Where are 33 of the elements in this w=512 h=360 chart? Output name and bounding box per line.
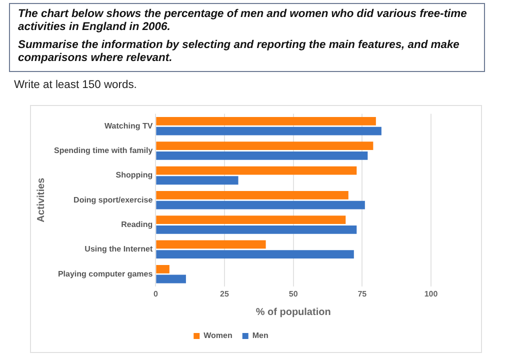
x-tick-label: 0 <box>153 289 158 298</box>
y-tick-label: Watching TV <box>104 121 154 130</box>
y-tick-label: Playing computer games <box>58 269 154 278</box>
bar <box>156 264 170 274</box>
bar <box>156 274 186 284</box>
bar <box>156 240 266 249</box>
chart-title: The chart below shows the percentage of men and women who did various free-time activities in England in 2006. <box>18 8 468 34</box>
bar <box>156 216 346 224</box>
text: Write at least 150 words. <box>14 79 137 91</box>
x-tick-label: 25 <box>220 289 230 298</box>
x-tick-label: 75 <box>358 289 368 298</box>
bar <box>156 176 238 185</box>
legend-label: Women <box>204 331 232 340</box>
bar <box>156 250 354 259</box>
bar <box>156 117 376 126</box>
y-tick-label: Spending time with family <box>54 146 154 155</box>
legend-label: Men <box>252 331 268 340</box>
x-tick-label: 50 <box>288 289 298 298</box>
bar <box>156 225 357 234</box>
y-axis-title: Activities <box>36 177 47 222</box>
bar <box>156 152 368 160</box>
bar <box>156 166 357 175</box>
x-tick-label: 100 <box>424 289 438 298</box>
bar <box>156 200 365 210</box>
y-tick-label: Shopping <box>116 170 153 180</box>
chart-subtitle: Summarise the information by selecting and reporting the main features, and make comparisons where relevant. <box>18 39 460 65</box>
bar <box>156 142 374 150</box>
x-axis-title: % of population <box>256 306 331 318</box>
bar <box>156 126 382 136</box>
y-tick-label: Doing sport/exercise <box>74 195 154 204</box>
y-tick-label: Using the Internet <box>84 244 153 254</box>
y-tick-label: Reading <box>121 220 153 229</box>
bar <box>156 190 348 200</box>
